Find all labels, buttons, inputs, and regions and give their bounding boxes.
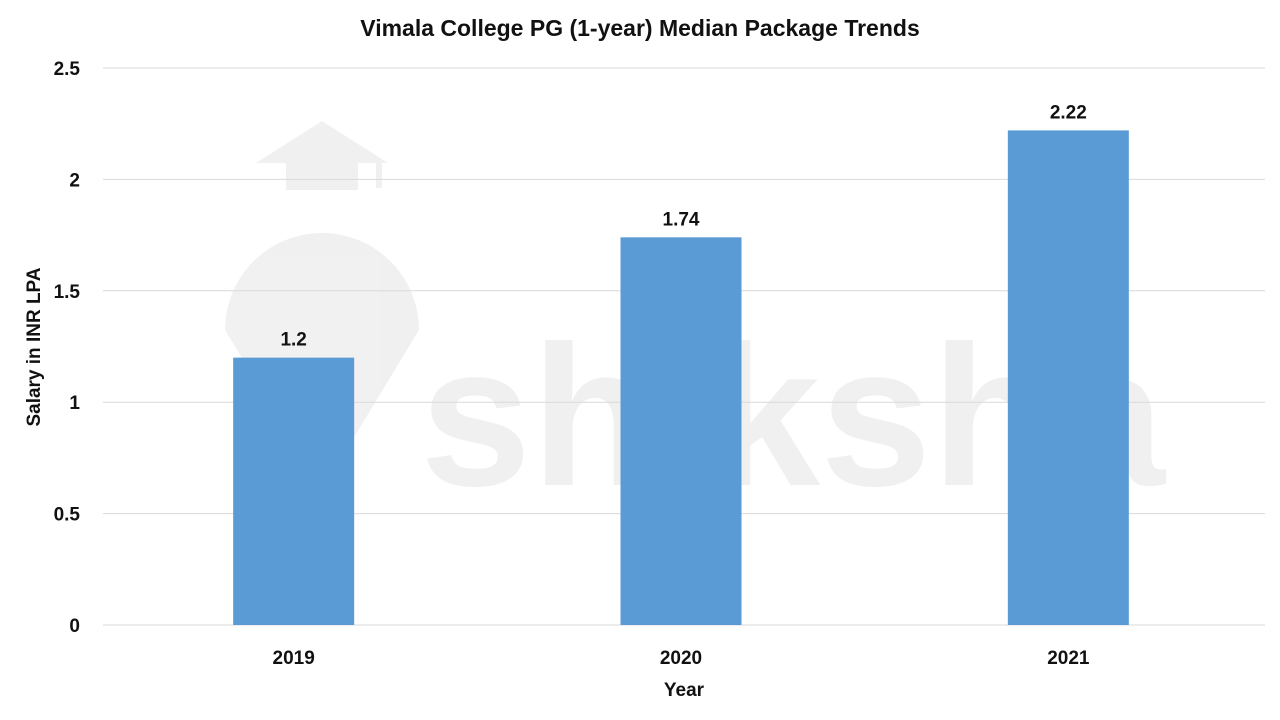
y-tick-label: 1.5 bbox=[54, 282, 81, 303]
bar-2019 bbox=[233, 357, 355, 625]
bars bbox=[233, 130, 1129, 625]
y-tick-label: 2.5 bbox=[54, 59, 81, 80]
data-label: 2.22 bbox=[1050, 102, 1087, 123]
x-axis-label: Year bbox=[664, 680, 705, 701]
y-tick-label: 0 bbox=[69, 616, 80, 637]
x-tick-label: 2020 bbox=[660, 648, 702, 669]
x-tick-label: 2019 bbox=[273, 648, 315, 669]
bar-2021 bbox=[1007, 130, 1129, 625]
x-tick-label: 2021 bbox=[1047, 648, 1090, 669]
y-tick-label: 1 bbox=[69, 393, 80, 414]
y-tick-labels: 0 0.5 1 1.5 2 2.5 bbox=[54, 59, 81, 637]
data-labels: 1.2 1.74 2.22 bbox=[280, 102, 1086, 350]
y-tick-label: 0.5 bbox=[54, 505, 81, 526]
x-tick-labels: 2019 2020 2021 bbox=[273, 648, 1090, 669]
bar-2020 bbox=[620, 237, 742, 625]
y-tick-label: 2 bbox=[69, 170, 80, 191]
data-label: 1.2 bbox=[280, 330, 306, 351]
y-axis-label: Salary in INR LPA bbox=[24, 267, 45, 426]
chart-title: Vimala College PG (1-year) Median Packag… bbox=[360, 15, 919, 41]
data-label: 1.74 bbox=[663, 209, 700, 230]
